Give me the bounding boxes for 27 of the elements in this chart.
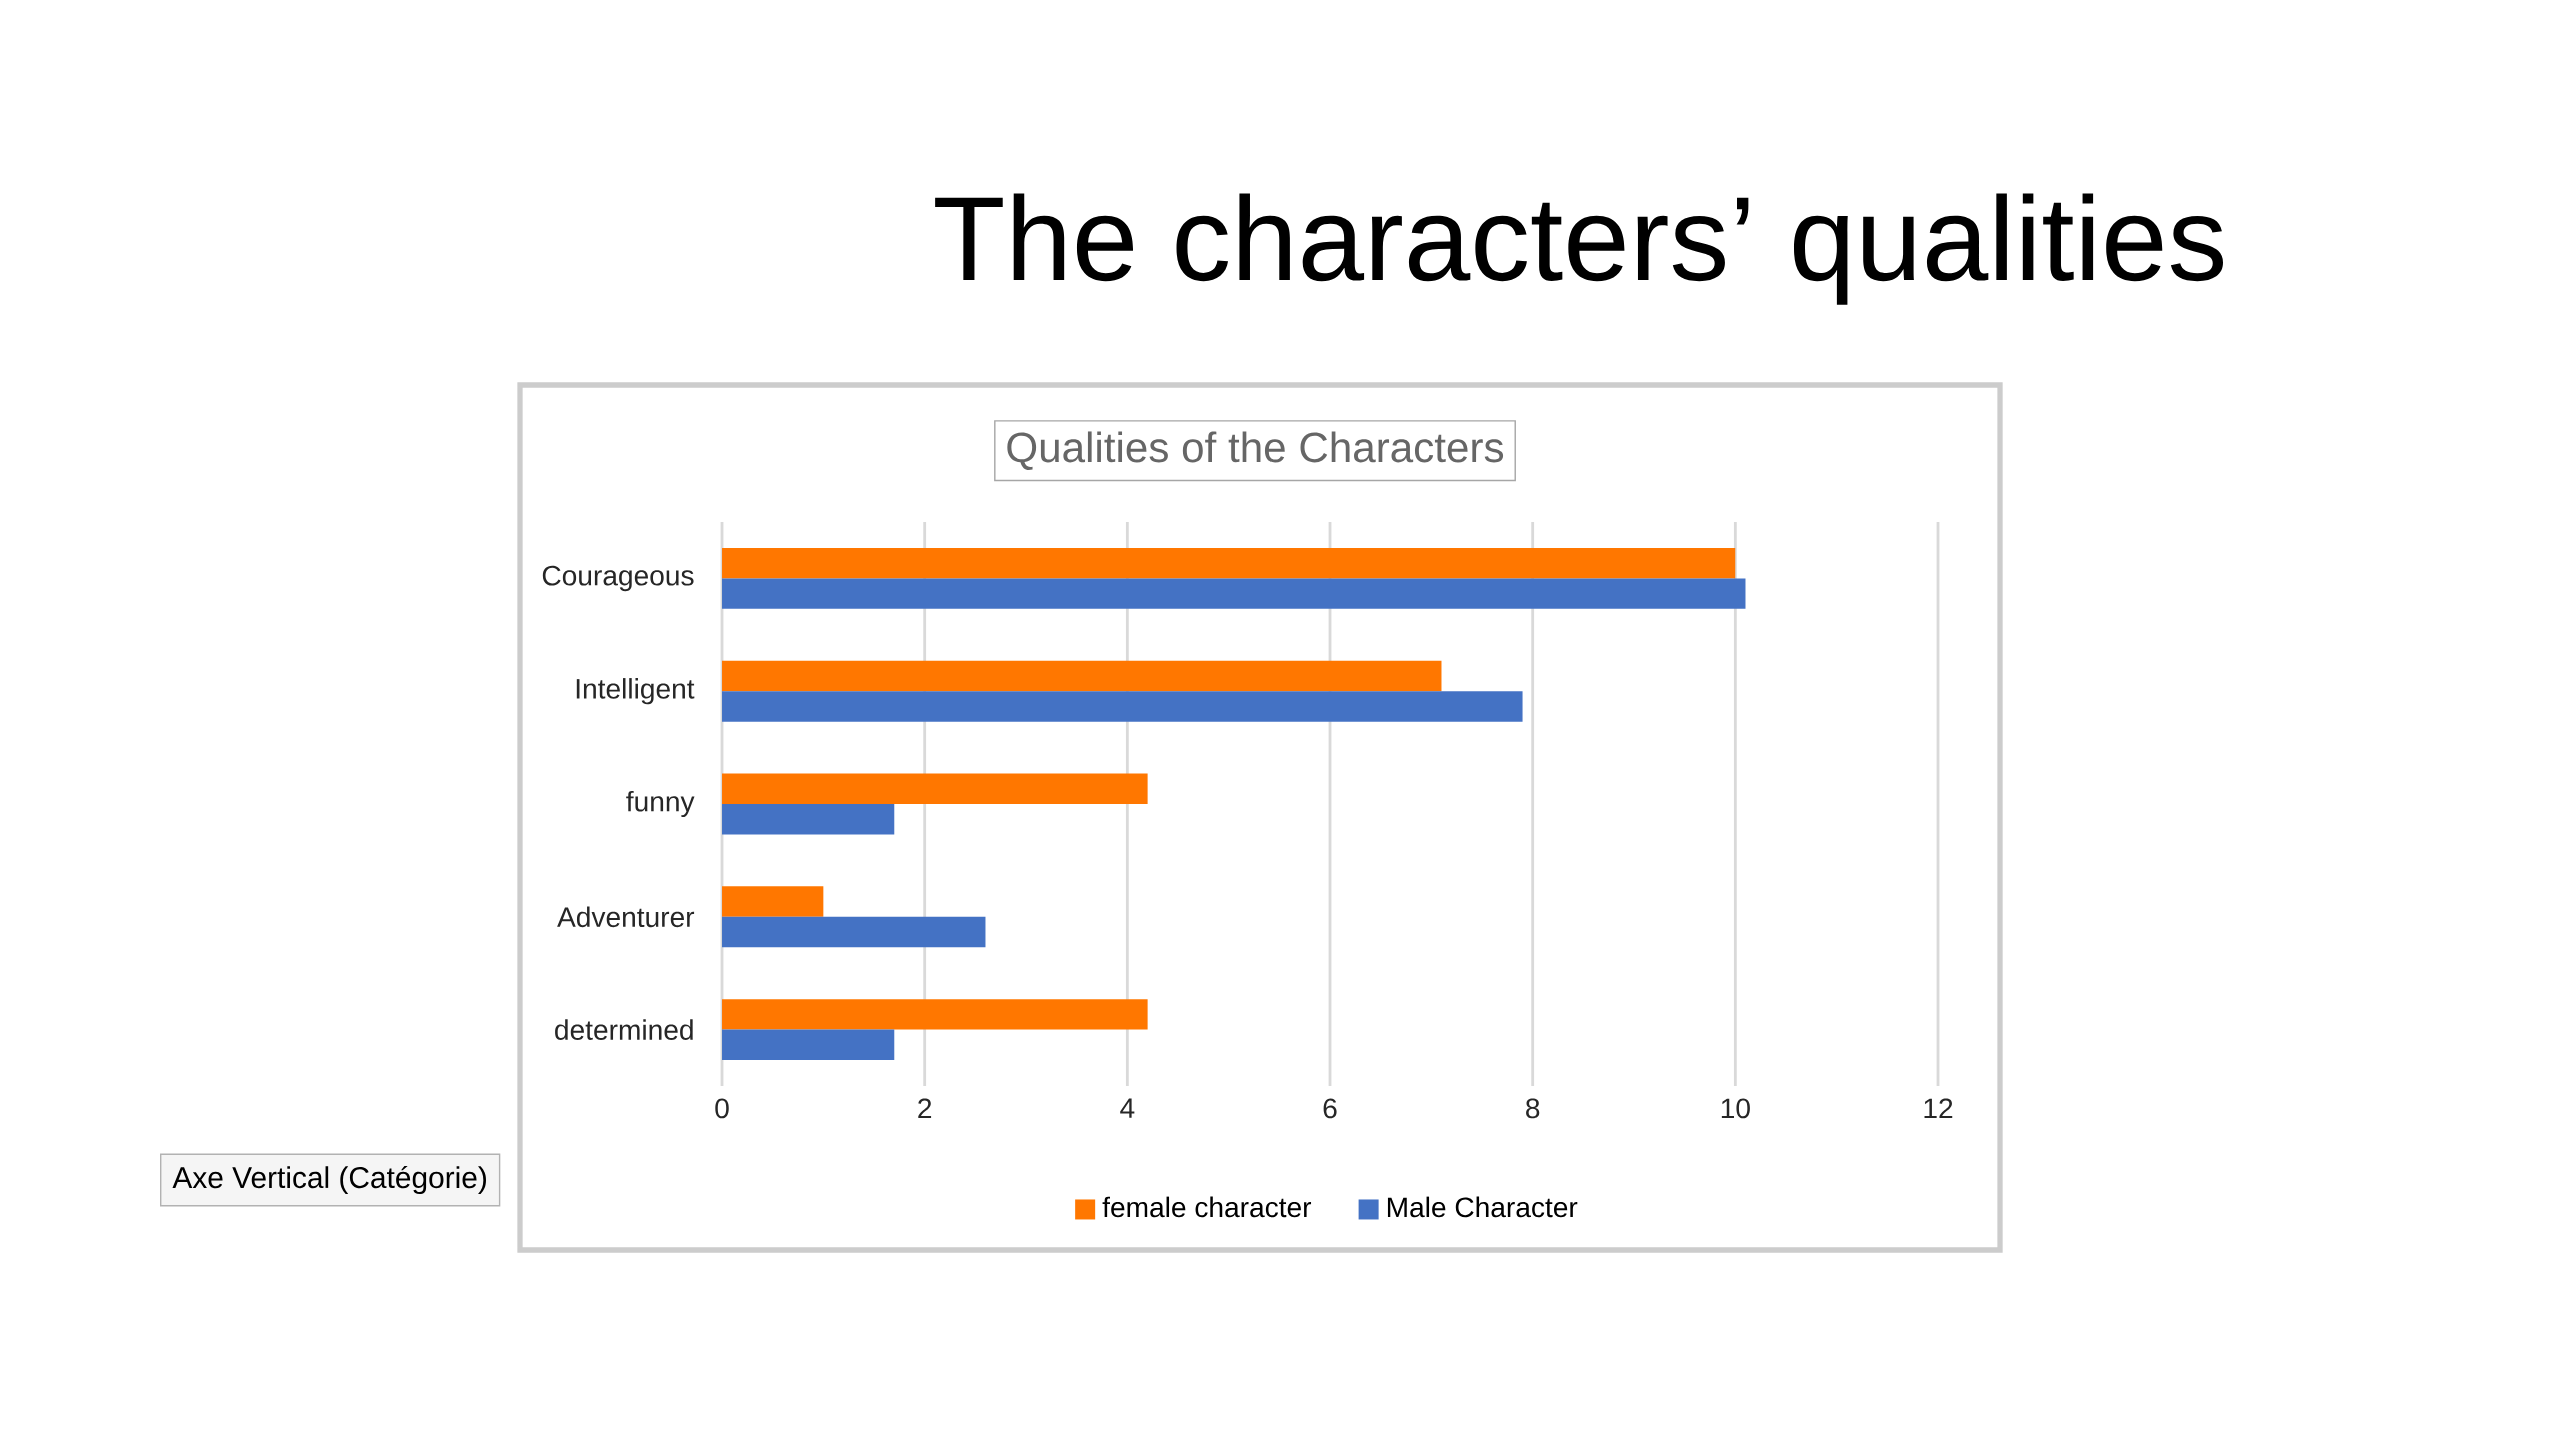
chart-title: The characters’ qualities bbox=[935, 193, 2223, 305]
y-tick-label: funny bbox=[626, 790, 695, 818]
x-tick-label: 0 bbox=[715, 1098, 729, 1119]
x-tick-label: 6 bbox=[1323, 1098, 1337, 1119]
y-tick-label: Adventurer bbox=[557, 906, 695, 928]
text: Axe Vertical (Catégorie) bbox=[172, 1165, 486, 1195]
bar bbox=[722, 578, 1746, 609]
y-tick-label: determined bbox=[555, 1019, 693, 1040]
x-tick-label: 12 bbox=[1924, 1098, 1953, 1119]
bar bbox=[722, 886, 824, 917]
bar bbox=[722, 660, 1442, 692]
bar bbox=[722, 804, 895, 835]
y-tick-label: Intelligent bbox=[576, 678, 695, 705]
legend-label: Male Character bbox=[1387, 1196, 1578, 1218]
x-tick-label: 10 bbox=[1721, 1098, 1750, 1119]
chart-subtitle: Qualities of the Characters bbox=[1007, 431, 1504, 470]
bar bbox=[722, 1029, 895, 1061]
bar bbox=[722, 773, 1148, 805]
x-tick-label: 8 bbox=[1526, 1098, 1540, 1119]
bar bbox=[722, 547, 1736, 579]
x-tick-label: 2 bbox=[918, 1098, 932, 1119]
bar bbox=[722, 916, 986, 948]
bar bbox=[722, 691, 1523, 722]
x-tick-label: 4 bbox=[1120, 1098, 1135, 1118]
legend-label: female character bbox=[1102, 1196, 1312, 1218]
y-tick-label: Courageous bbox=[542, 565, 694, 592]
bar bbox=[722, 999, 1148, 1030]
